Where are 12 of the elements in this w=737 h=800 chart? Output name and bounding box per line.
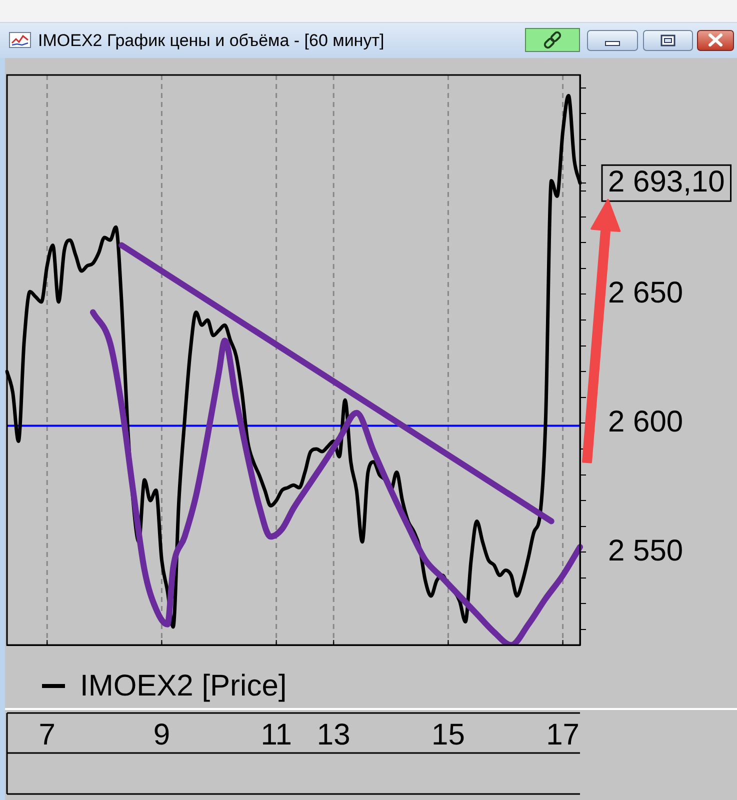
y-tick-label: 2 600: [608, 405, 684, 438]
x-tick-label: 7: [38, 718, 56, 752]
legend-label: IMOEX2 [Price]: [80, 669, 287, 702]
x-tick-label: 13: [316, 718, 350, 752]
y-tick-label: 2 693,10: [608, 165, 725, 198]
x-tick-label: 11: [260, 718, 292, 752]
x-tick-label: 9: [153, 718, 170, 752]
x-tick-label: 15: [432, 718, 465, 752]
y-tick-label: 2 650: [608, 276, 684, 310]
y-tick-label: 2 550: [608, 534, 684, 568]
chart-title: IMOEX2 График цены и объёма - [60 минут]: [38, 31, 384, 51]
x-tick-label: 17: [546, 718, 580, 752]
